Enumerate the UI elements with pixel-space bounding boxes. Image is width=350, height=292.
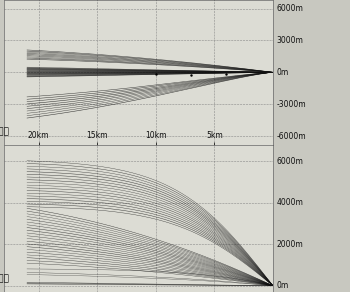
Text: -3000m: -3000m xyxy=(277,100,307,109)
Text: （平面図）: （平面図） xyxy=(0,127,9,136)
Text: （断面図）: （断面図） xyxy=(0,275,9,284)
Text: 2000m: 2000m xyxy=(277,240,303,249)
Text: 3000m: 3000m xyxy=(277,36,304,45)
Text: 6000m: 6000m xyxy=(277,4,304,13)
Text: -6000m: -6000m xyxy=(277,131,307,140)
Text: 6000m: 6000m xyxy=(277,157,304,166)
Text: 0m: 0m xyxy=(277,68,289,77)
Text: 4000m: 4000m xyxy=(277,198,304,207)
Text: 0m: 0m xyxy=(277,281,289,290)
